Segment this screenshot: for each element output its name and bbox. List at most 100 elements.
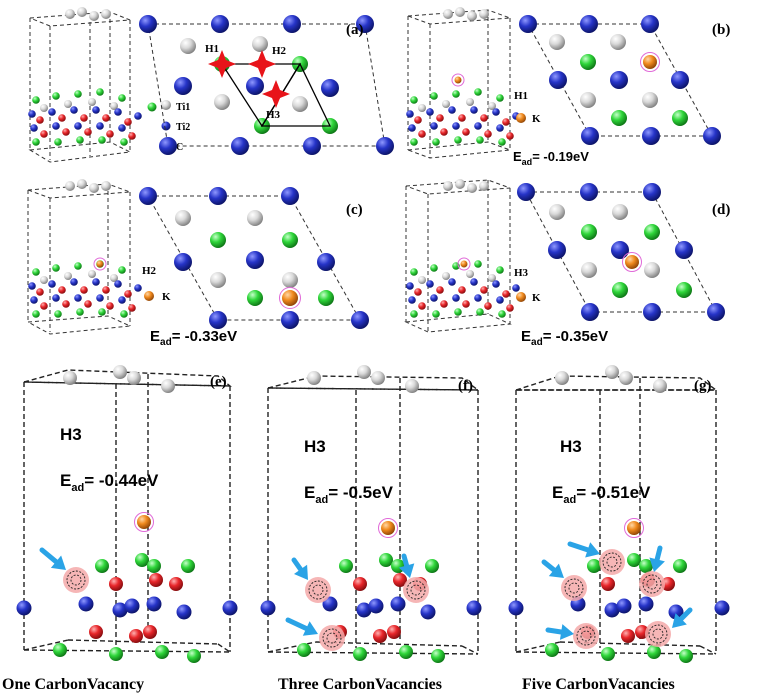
ti2-atom: [703, 127, 721, 145]
ti2-atom: [281, 311, 299, 329]
legend-ti1-label: Ti1: [176, 102, 190, 113]
ti2-atom: [548, 241, 566, 259]
potassium-highlight-ring: [378, 518, 398, 538]
green-atom: [155, 645, 169, 659]
ti2-atom: [408, 296, 416, 304]
ti1-atom: [77, 7, 87, 17]
blue-arrow-icon: [398, 563, 415, 578]
ti2-atom: [52, 294, 60, 302]
ti1-atom: [161, 379, 175, 393]
carbon-atom: [106, 130, 114, 138]
green-atom: [498, 138, 506, 146]
ti2-atom: [211, 15, 229, 33]
panel-label-g: (g): [694, 378, 712, 394]
ti2-atom: [351, 311, 369, 329]
carbon-atom: [129, 629, 143, 643]
ti2-atom: [174, 253, 192, 271]
ti2-atom: [124, 598, 140, 614]
legend-c-label: C: [176, 142, 183, 153]
green-atom: [282, 232, 298, 248]
legend-ti2-atom: [161, 121, 171, 131]
ti2-atom: [139, 187, 157, 205]
ti2-atom: [496, 124, 504, 132]
ti2-atom: [176, 604, 192, 620]
ti1-atom: [113, 365, 127, 379]
green-atom: [432, 138, 440, 146]
ti1-atom: [89, 183, 99, 193]
blue-arrow-icon: [585, 542, 600, 558]
vacancy-dashed-ring-icon: [648, 624, 668, 644]
ti2-atom: [611, 241, 629, 259]
green-atom: [32, 310, 40, 318]
ti1-atom: [405, 379, 419, 393]
ti2-atom: [322, 596, 338, 612]
green-atom: [210, 232, 226, 248]
ti1-atom: [644, 262, 660, 278]
potassium-atom: [627, 521, 641, 535]
panel-c-side-atoms: [28, 179, 142, 318]
ti2-atom: [580, 183, 598, 201]
carbon-atom: [458, 286, 466, 294]
ti2-atom: [616, 598, 632, 614]
ti2-atom: [638, 596, 654, 612]
carbon-atom: [143, 625, 157, 639]
green-atom: [96, 88, 104, 96]
green-atom: [647, 645, 661, 659]
green-atom: [580, 54, 596, 70]
ti2-atom: [390, 596, 406, 612]
ti2-atom: [512, 284, 520, 292]
green-atom: [476, 136, 484, 144]
ti2-atom: [675, 241, 693, 259]
blue-arrow-shaft: [545, 627, 564, 635]
green-atom: [247, 290, 263, 306]
green-atom: [120, 138, 128, 146]
panel-a-site-markers: H1 H2 H3: [205, 43, 290, 121]
ti1-atom: [88, 98, 96, 106]
site-marker-h1-icon: [208, 50, 236, 78]
ti1-atom: [65, 9, 75, 19]
potassium-atom: [96, 260, 104, 268]
ti2-atom: [70, 106, 78, 114]
blue-arrow-shaft: [678, 607, 693, 622]
ti2-atom: [114, 108, 122, 116]
ti1-atom: [488, 274, 496, 282]
carbon-atom: [102, 114, 110, 122]
panel-b-k-legend-atom: [516, 113, 526, 123]
ti2-atom: [517, 183, 535, 201]
green-atom: [673, 559, 687, 573]
carbon-atom: [440, 300, 448, 308]
panel-label-a: (a): [346, 22, 364, 38]
potassium-highlight-ring: [640, 52, 660, 72]
green-atom: [679, 649, 693, 663]
ti2-atom: [671, 71, 689, 89]
vacancy-dashed-ring-icon: [308, 580, 328, 600]
ti2-atom: [581, 127, 599, 145]
potassium-highlight-ring: [622, 252, 642, 272]
panel-a-side-cell: [28, 11, 132, 163]
ti2-atom: [74, 294, 82, 302]
green-atom: [32, 138, 40, 146]
panel-e-energy: Ead= -0.44eV: [60, 471, 159, 494]
ti1-atom: [88, 270, 96, 278]
panel-g-atoms: [508, 365, 730, 663]
ti2-atom: [118, 296, 126, 304]
panel-b-energy: Ead= -0.19eV: [513, 149, 589, 167]
blue-arrow-icon: [302, 621, 318, 636]
ti1-atom: [418, 104, 426, 112]
panel-f-atoms: [260, 365, 482, 663]
carbon-atom: [40, 130, 48, 138]
carbon-atom: [40, 302, 48, 310]
panel-b: H1 K (b) Ead= -0.19eV: [406, 7, 730, 167]
ti2-atom: [426, 280, 434, 288]
panel-d: H3 K (d) Ead= -0.35eV: [404, 179, 730, 348]
panel-c-energy: Ead= -0.33eV: [150, 328, 237, 348]
vacancy-dashed-ring-icon: [580, 630, 592, 642]
panel-f-site-label: H3: [304, 437, 326, 456]
ti2-atom: [48, 280, 56, 288]
ti2-atom: [492, 108, 500, 116]
green-atom: [120, 310, 128, 318]
green-atom: [52, 264, 60, 272]
vacancy-dashed-ring-icon: [652, 628, 664, 640]
ti1-atom: [40, 104, 48, 112]
ti1-atom: [64, 272, 72, 280]
